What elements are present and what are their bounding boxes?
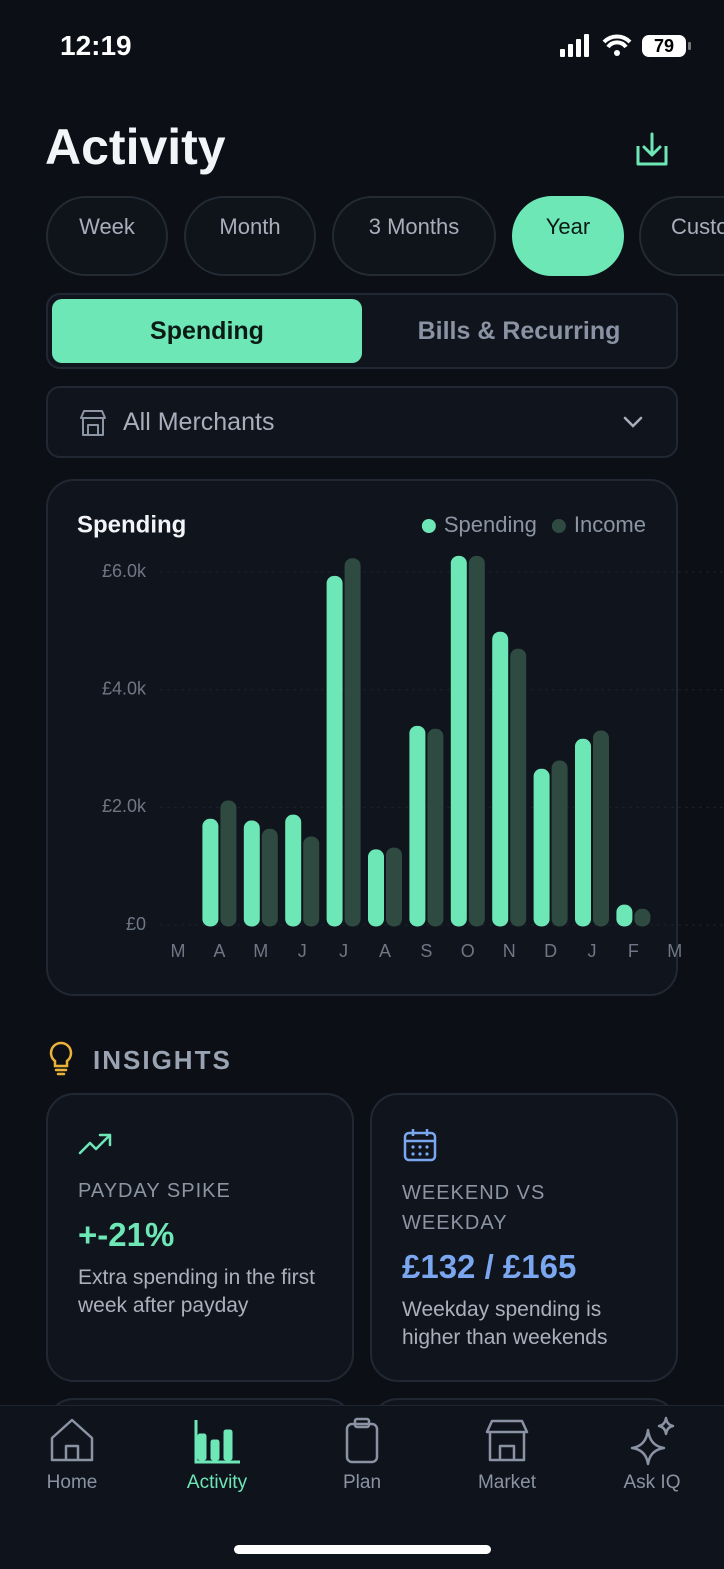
bar — [202, 818, 219, 927]
x-tick-label: D — [544, 941, 557, 961]
bar — [510, 648, 527, 927]
x-tick-label: M — [171, 941, 186, 961]
bar — [551, 760, 568, 927]
insight-label: PAYDAY SPIKE — [78, 1180, 231, 1202]
nav-icons — [50, 1416, 675, 1466]
period-tab[interactable]: Year — [512, 196, 624, 276]
legend-label: Income — [574, 512, 646, 537]
x-tick-label: N — [503, 941, 516, 961]
x-tick-label: O — [461, 941, 475, 961]
view-toggle: Spending Bills & Recurring — [46, 293, 678, 369]
y-tick-label: £0 — [126, 914, 146, 934]
insight-label: WEEKEND VS WEEKDAY — [402, 1182, 546, 1234]
bar — [450, 555, 467, 927]
bar — [616, 904, 633, 927]
x-tick-label: J — [298, 941, 307, 961]
bulb-icon — [49, 1041, 73, 1076]
insight-value: +-21% — [78, 1216, 175, 1253]
trend-icon — [78, 1133, 112, 1155]
period-tab[interactable]: Month — [184, 196, 316, 276]
x-tick-label: F — [628, 941, 639, 961]
x-tick-label: J — [588, 941, 597, 961]
x-tick-label: M — [253, 941, 268, 961]
nav-item[interactable]: Market — [477, 1472, 537, 1493]
nav-item[interactable]: Plan — [342, 1472, 382, 1493]
nav-item[interactable]: Ask IQ — [623, 1472, 681, 1493]
calendar-icon — [403, 1129, 437, 1162]
chart-title: Spending — [77, 511, 186, 538]
battery-level: 79 — [654, 36, 674, 56]
bar — [634, 908, 651, 927]
bar — [386, 847, 402, 927]
bar — [533, 768, 550, 927]
chevron-down — [623, 416, 643, 428]
legend-label: Spending — [444, 512, 537, 537]
bottom-nav: Home Activity Plan Market Ask IQ — [0, 1405, 724, 1569]
status-icons: 79 — [560, 34, 691, 57]
period-tab[interactable]: Custom — [639, 196, 724, 276]
insight-description: Extra spending in the first week after p… — [78, 1266, 315, 1317]
bar — [326, 575, 343, 927]
bar — [427, 728, 444, 927]
view-toggle-option[interactable]: Bills & Recurring — [417, 317, 621, 345]
period-tab[interactable]: 3 Months — [332, 196, 496, 276]
chart: Spending £0 £2.0k £4.0k £6.0k Income Spending… — [77, 511, 724, 961]
filter-label: All Merchants — [123, 408, 275, 436]
period-tabs: Week Month 3 Months Year Custom — [0, 0, 724, 290]
merchant-filter[interactable]: All Merchants — [46, 386, 678, 458]
x-tick-label: M — [667, 941, 682, 961]
x-tick-label: J — [339, 941, 348, 961]
nav-item[interactable]: Activity — [186, 1472, 248, 1493]
store-icon — [80, 410, 106, 436]
download-button[interactable] — [634, 130, 670, 170]
bar — [243, 820, 260, 927]
nav-item[interactable]: Home — [46, 1472, 98, 1493]
insight-card[interactable]: WEEKEND VS WEEKDAY £132 / £165 Weekday s… — [370, 1093, 678, 1382]
bar — [593, 730, 609, 927]
bar — [261, 828, 278, 927]
bar — [409, 725, 426, 927]
bar — [468, 555, 485, 927]
insight-description: Weekday spending is higher than weekends — [402, 1298, 608, 1349]
bar — [492, 631, 509, 927]
bar — [285, 814, 302, 927]
home-indicator — [234, 1545, 491, 1554]
x-tick-label: A — [379, 941, 391, 961]
bar — [303, 836, 320, 927]
x-tick-label: A — [213, 941, 225, 961]
period-tab[interactable]: Week — [46, 196, 168, 276]
insight-card[interactable]: PAYDAY SPIKE +-21% Extra spending in the… — [46, 1093, 354, 1382]
legend-swatch — [421, 519, 436, 533]
bar — [344, 558, 361, 927]
insights-heading: INSIGHTS — [93, 1045, 232, 1075]
insight-value: £132 / £165 — [402, 1248, 577, 1285]
status-time: 12:19 — [60, 30, 132, 61]
view-toggle-option[interactable]: Spending — [52, 299, 362, 363]
page-title: Activity — [45, 119, 226, 175]
x-tick-label: S — [420, 941, 432, 961]
bar — [368, 849, 384, 927]
y-tick-label: £4.0k — [102, 678, 147, 698]
bar — [575, 738, 591, 927]
y-tick-label: £2.0k — [102, 796, 147, 816]
bar — [220, 800, 237, 927]
chart-card — [46, 479, 678, 996]
y-tick-label: £6.0k — [102, 561, 147, 581]
legend-swatch — [551, 519, 566, 533]
